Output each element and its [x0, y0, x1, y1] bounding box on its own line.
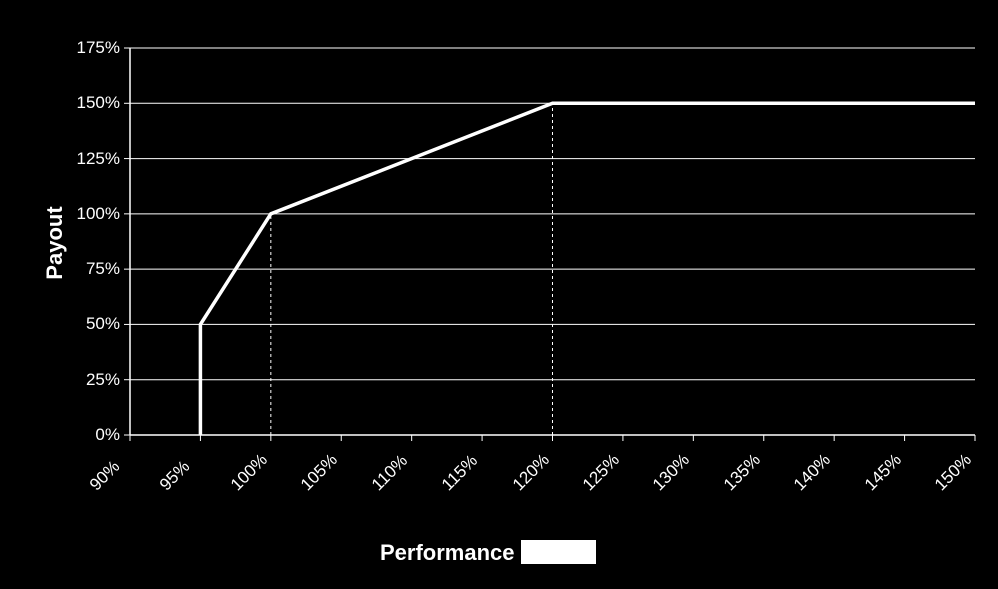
y-tick-label: 25%	[60, 370, 120, 390]
x-axis-label: Performance	[380, 540, 515, 566]
y-tick-label: 175%	[60, 38, 120, 58]
label-mask-box	[521, 540, 596, 564]
y-tick-label: 100%	[60, 204, 120, 224]
y-tick-label: 75%	[60, 259, 120, 279]
y-tick-label: 0%	[60, 425, 120, 445]
y-tick-label: 50%	[60, 314, 120, 334]
y-axis-label: Payout	[42, 203, 68, 283]
payout-performance-chart: 0%25%50%75%100%125%150%175% 90%95%100%10…	[0, 0, 998, 589]
chart-svg	[0, 0, 998, 589]
y-tick-label: 150%	[60, 93, 120, 113]
y-tick-label: 125%	[60, 149, 120, 169]
